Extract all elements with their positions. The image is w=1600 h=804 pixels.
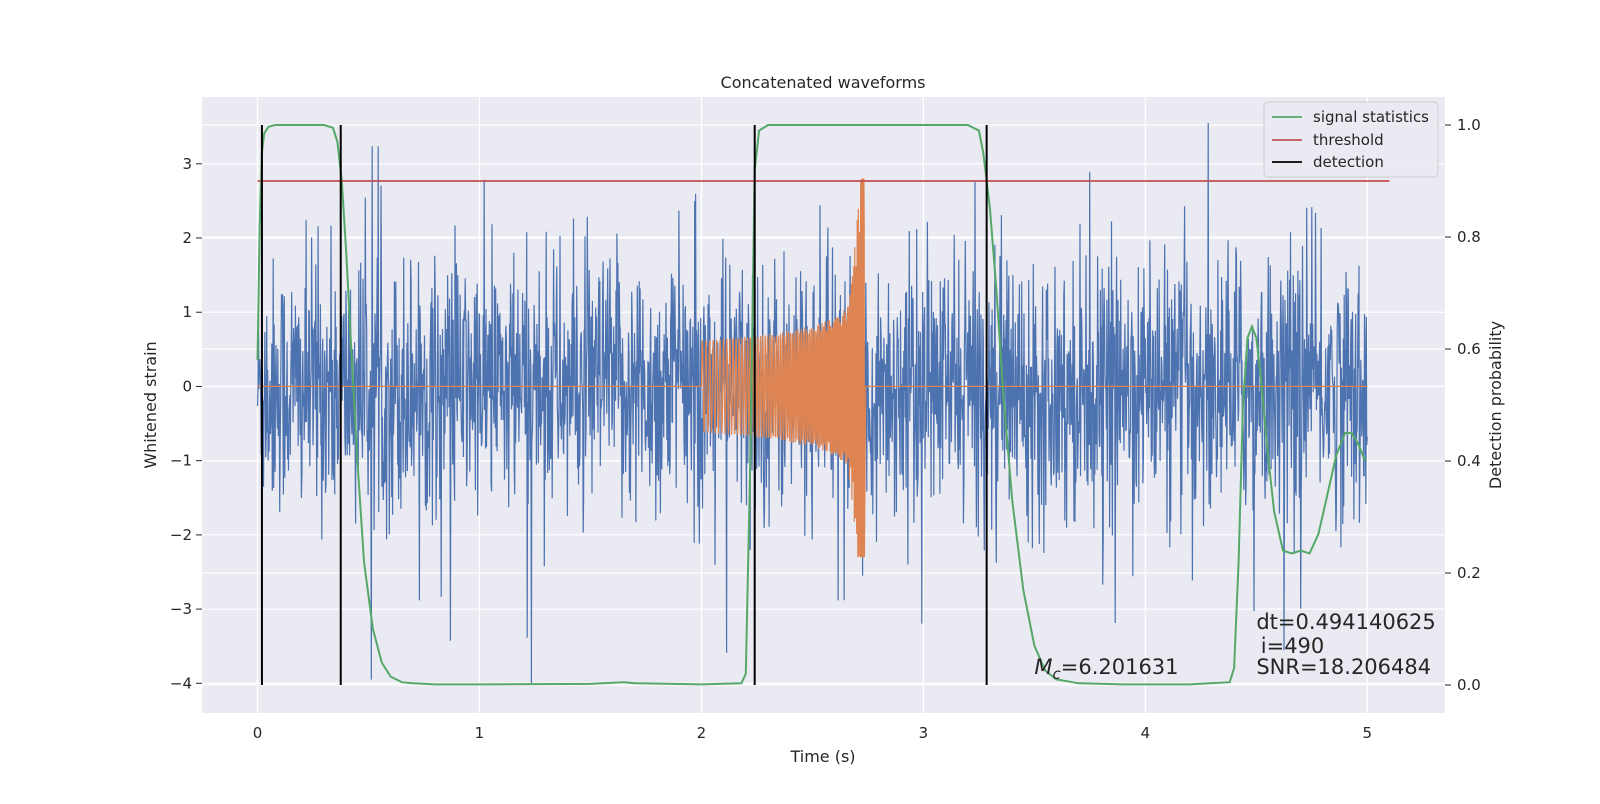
legend: signal statistics threshold detection bbox=[1263, 101, 1439, 178]
legend-label-threshold: threshold bbox=[1313, 131, 1384, 149]
x-tick-label: 5 bbox=[1363, 724, 1373, 742]
y-tick-label: −2 bbox=[170, 526, 192, 544]
x-tick-label: 2 bbox=[697, 724, 707, 742]
template-series bbox=[257, 178, 1368, 558]
y-tick-label: −1 bbox=[170, 452, 192, 470]
y2-tick-label: 0.6 bbox=[1457, 340, 1481, 358]
legend-box bbox=[1263, 101, 1439, 178]
legend-label-detection: detection bbox=[1313, 153, 1384, 171]
y2-tick-label: 0.4 bbox=[1457, 452, 1481, 470]
annotation-subscript: c bbox=[1052, 665, 1061, 683]
y2-tick-label: 1.0 bbox=[1457, 116, 1481, 134]
y-tick-label: 0 bbox=[182, 377, 192, 395]
axis-ticks: 0 1 2 3 4 5 3 2 1 0 −1 −2 −3 −4 1.0 0.8 0.6 0.4 0.2 0.0 bbox=[170, 116, 1481, 742]
annotation-2: SNR=18.206484 bbox=[1256, 655, 1431, 679]
y-tick-label: 1 bbox=[182, 303, 192, 321]
signal-statistics-series bbox=[256, 124, 1367, 686]
x-tick-label: 0 bbox=[253, 724, 263, 742]
annotation-0: dt=0.494140625 bbox=[1256, 610, 1435, 634]
legend-label-signal-statistics: signal statistics bbox=[1313, 108, 1429, 126]
x-axis-label: Time (s) bbox=[789, 747, 855, 766]
y2-tick-label: 0.0 bbox=[1457, 676, 1481, 694]
x-tick-label: 3 bbox=[919, 724, 929, 742]
y-tick-label: 3 bbox=[182, 155, 192, 173]
annotation-value: =6.201631 bbox=[1061, 655, 1179, 679]
y-tick-label: −3 bbox=[170, 600, 192, 618]
y2-tick-label: 0.2 bbox=[1457, 564, 1481, 582]
template-line bbox=[257, 178, 1368, 558]
detection-series bbox=[260, 125, 988, 685]
y-tick-label: 2 bbox=[182, 229, 192, 247]
y-tick-label: −4 bbox=[170, 674, 192, 692]
x-tick-label: 1 bbox=[475, 724, 485, 742]
x-tick-label: 4 bbox=[1141, 724, 1151, 742]
chart-title: Concatenated waveforms bbox=[721, 73, 926, 92]
y2-axis-label: Detection probability bbox=[1486, 321, 1505, 489]
annotation-1: i=490 bbox=[1261, 634, 1325, 658]
annotation-symbol: M bbox=[1034, 655, 1052, 679]
strain-line bbox=[256, 122, 1368, 684]
y-axis-label: Whitened strain bbox=[141, 341, 160, 468]
y2-tick-label: 0.8 bbox=[1457, 228, 1481, 246]
strain-series bbox=[256, 122, 1368, 684]
annotation-3: Mc=6.201631 bbox=[1034, 655, 1178, 683]
signal-statistics-line bbox=[256, 124, 1367, 686]
